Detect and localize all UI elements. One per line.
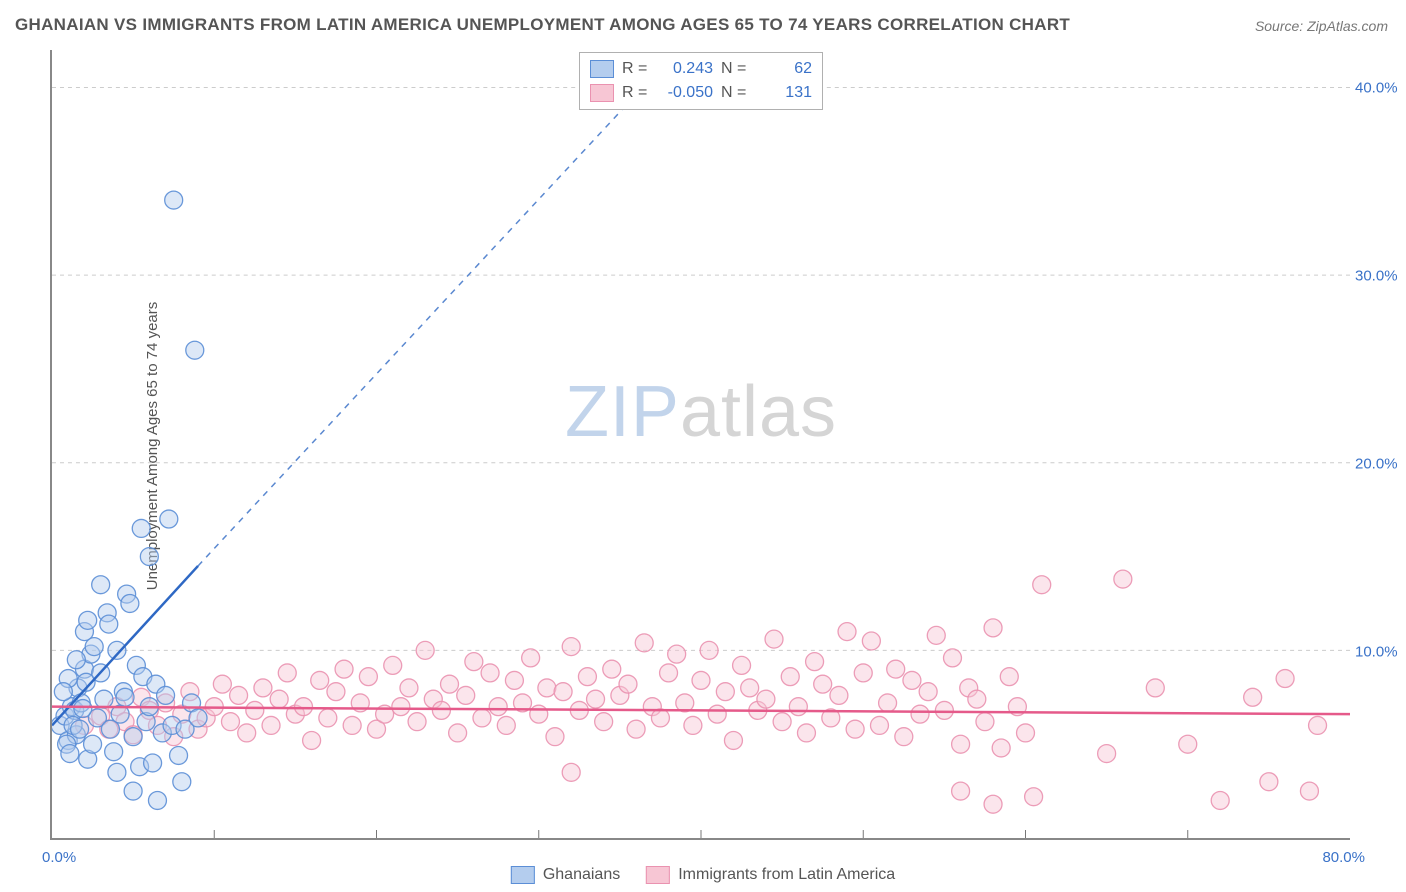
r-label: R = (622, 81, 650, 105)
swatch-pink-icon (590, 84, 614, 102)
legend-item-immigrants: Immigrants from Latin America (646, 866, 895, 884)
chart-title: GHANAIAN VS IMMIGRANTS FROM LATIN AMERIC… (15, 15, 1070, 35)
source-attribution: Source: ZipAtlas.com (1255, 18, 1388, 34)
y-tick-label: 20.0% (1355, 455, 1406, 472)
n-label: N = (721, 81, 749, 105)
x-origin-label: 0.0% (42, 849, 76, 866)
y-tick-label: 40.0% (1355, 79, 1406, 96)
swatch-blue-icon (511, 866, 535, 884)
y-tick-label: 30.0% (1355, 267, 1406, 284)
legend-label: Immigrants from Latin America (678, 866, 895, 884)
y-tick-label: 10.0% (1355, 643, 1406, 660)
n-label: N = (721, 57, 749, 81)
series-legend: Ghanaians Immigrants from Latin America (511, 866, 895, 884)
n-value-blue: 62 (757, 57, 812, 81)
r-label: R = (622, 57, 650, 81)
swatch-pink-icon (646, 866, 670, 884)
r-value-pink: -0.050 (658, 81, 713, 105)
trend-lines-layer (52, 50, 1350, 838)
x-max-label: 80.0% (1322, 849, 1365, 866)
swatch-blue-icon (590, 60, 614, 78)
chart-container: GHANAIAN VS IMMIGRANTS FROM LATIN AMERIC… (0, 0, 1406, 892)
legend-item-ghanaians: Ghanaians (511, 866, 620, 884)
plot-area: R = 0.243 N = 62 R = -0.050 N = 131 ZIPa… (50, 50, 1350, 840)
n-value-pink: 131 (757, 81, 812, 105)
legend-row-blue: R = 0.243 N = 62 (590, 57, 812, 81)
legend-label: Ghanaians (543, 866, 620, 884)
legend-row-pink: R = -0.050 N = 131 (590, 81, 812, 105)
r-value-blue: 0.243 (658, 57, 713, 81)
correlation-legend: R = 0.243 N = 62 R = -0.050 N = 131 (579, 52, 823, 110)
